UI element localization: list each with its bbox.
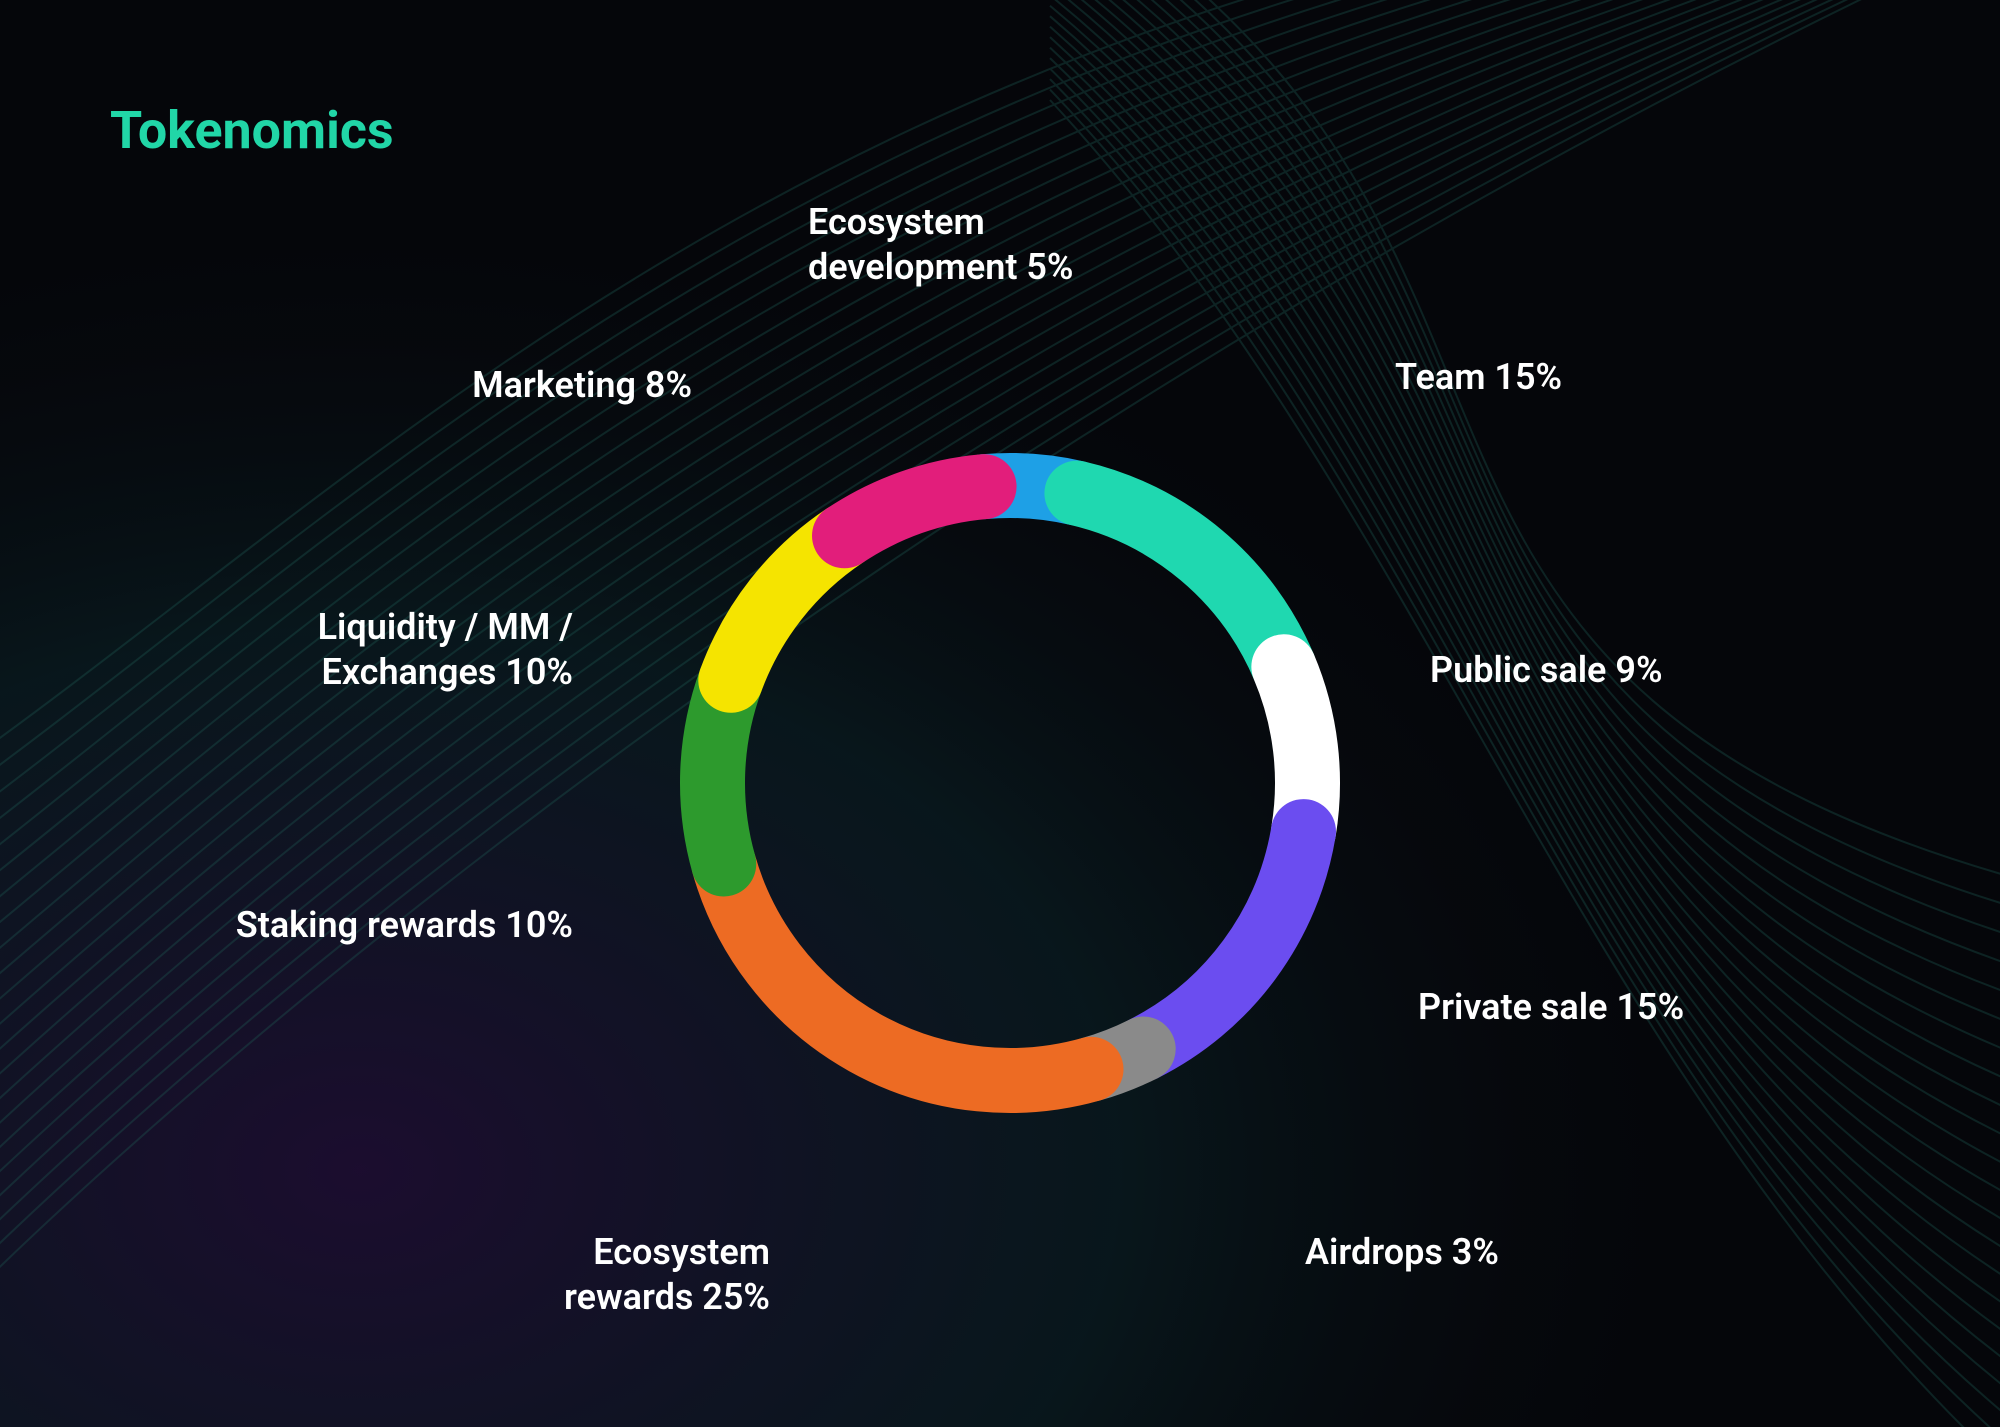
donut-chart	[660, 433, 1360, 1133]
chart-label: Team 15%	[1395, 355, 1562, 400]
donut-segment	[724, 864, 1091, 1080]
donut-segment	[1143, 832, 1303, 1049]
chart-label: Ecosystem development 5%	[808, 200, 1073, 290]
chart-label: Liquidity / MM / Exchanges 10%	[318, 605, 573, 695]
chart-label: Marketing 8%	[472, 363, 692, 408]
page-title: Tokenomics	[110, 100, 394, 161]
chart-label: Airdrops 3%	[1305, 1230, 1499, 1275]
donut-segment	[1077, 493, 1284, 667]
chart-label: Public sale 9%	[1430, 648, 1663, 693]
chart-label: Ecosystem rewards 25%	[564, 1230, 770, 1320]
chart-label: Private sale 15%	[1418, 985, 1684, 1030]
donut-segment	[845, 487, 985, 536]
chart-label: Staking rewards 10%	[236, 903, 573, 948]
tokenomics-panel: Tokenomics Ecosystem development 5% Team …	[0, 0, 2000, 1427]
